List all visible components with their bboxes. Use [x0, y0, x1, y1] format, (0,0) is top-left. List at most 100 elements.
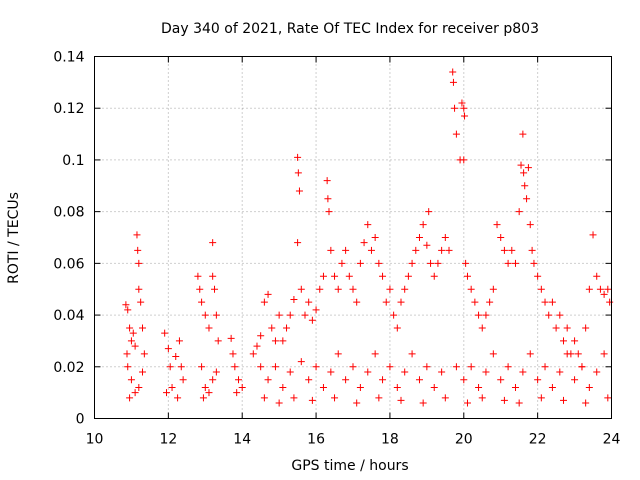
data-point: [356, 383, 364, 391]
data-point: [530, 259, 538, 267]
data-point: [393, 324, 401, 332]
data-point: [199, 394, 207, 402]
data-point: [283, 324, 291, 332]
data-point: [375, 259, 383, 267]
data-point: [574, 350, 582, 358]
data-point: [205, 389, 213, 397]
data-point: [323, 177, 331, 185]
y-tick-label: 0.12: [53, 101, 84, 117]
data-point: [408, 350, 416, 358]
x-tick-label: 24: [603, 432, 621, 448]
grid-lines: [94, 56, 612, 419]
data-point: [312, 363, 320, 371]
data-point: [559, 396, 567, 404]
data-point: [467, 285, 475, 293]
data-point: [214, 337, 222, 345]
data-point: [231, 363, 239, 371]
data-point: [471, 298, 479, 306]
data-point: [308, 316, 316, 324]
data-point: [286, 311, 294, 319]
data-point: [552, 324, 560, 332]
data-point: [177, 363, 185, 371]
data-point: [271, 363, 279, 371]
data-point: [445, 246, 453, 254]
data-point: [235, 376, 243, 384]
data-point: [139, 368, 147, 376]
data-point: [305, 298, 313, 306]
data-point: [209, 376, 217, 384]
data-point: [427, 259, 435, 267]
data-point: [194, 272, 202, 280]
data-point: [126, 394, 134, 402]
data-point: [196, 285, 204, 293]
y-tick-label: 0.04: [53, 308, 84, 324]
data-point: [515, 208, 523, 216]
data-point: [482, 311, 490, 319]
y-axis-label: ROTI / TECUs: [6, 192, 22, 284]
data-point: [452, 130, 460, 138]
data-point: [419, 399, 427, 407]
data-point: [137, 298, 145, 306]
data-point: [294, 153, 302, 161]
data-point: [449, 68, 457, 76]
data-point: [126, 324, 134, 332]
data-point: [582, 324, 590, 332]
data-point: [523, 195, 531, 203]
data-point: [524, 164, 532, 172]
data-point: [390, 311, 398, 319]
x-tick-label: 22: [529, 432, 547, 448]
data-point: [497, 376, 505, 384]
data-point: [179, 376, 187, 384]
data-point: [275, 311, 283, 319]
data-point: [175, 337, 183, 345]
data-point: [268, 324, 276, 332]
data-point: [294, 239, 302, 247]
data-point: [430, 272, 438, 280]
data-point: [449, 78, 457, 86]
data-point: [415, 376, 423, 384]
plot-frame: [94, 56, 612, 419]
data-point: [548, 383, 556, 391]
data-point: [441, 234, 449, 241]
data-point: [386, 285, 394, 293]
data-point: [249, 350, 257, 358]
data-point: [312, 306, 320, 314]
data-point: [327, 368, 335, 376]
data-point: [438, 246, 446, 254]
data-point: [463, 272, 471, 280]
data-point: [260, 298, 268, 306]
data-point: [360, 239, 368, 247]
data-point: [521, 182, 529, 190]
y-tick-label: 0.06: [53, 256, 84, 272]
data-point: [209, 239, 217, 247]
x-tick-label: 18: [381, 432, 399, 448]
data-point: [257, 363, 265, 371]
data-point: [430, 383, 438, 391]
data-point: [526, 350, 534, 358]
data-point: [519, 130, 527, 138]
data-point: [578, 363, 586, 371]
data-point: [209, 272, 217, 280]
data-point: [404, 272, 412, 280]
data-point: [308, 396, 316, 404]
data-point: [264, 290, 272, 298]
data-point: [438, 368, 446, 376]
data-point: [537, 285, 545, 293]
x-tick-label: 12: [159, 432, 177, 448]
data-point: [279, 337, 287, 345]
data-point: [127, 337, 135, 345]
chart-title: Day 340 of 2021, Rate Of TEC Index for r…: [161, 21, 539, 37]
data-point: [511, 259, 519, 267]
data-point: [229, 350, 237, 358]
data-point: [606, 298, 614, 306]
data-point: [301, 311, 309, 319]
data-point: [534, 376, 542, 384]
axis-ticks: [94, 56, 612, 419]
data-point: [172, 352, 180, 360]
data-point: [397, 396, 405, 404]
data-point: [596, 285, 604, 293]
data-point: [500, 246, 508, 254]
data-point: [319, 272, 327, 280]
data-point: [212, 368, 220, 376]
